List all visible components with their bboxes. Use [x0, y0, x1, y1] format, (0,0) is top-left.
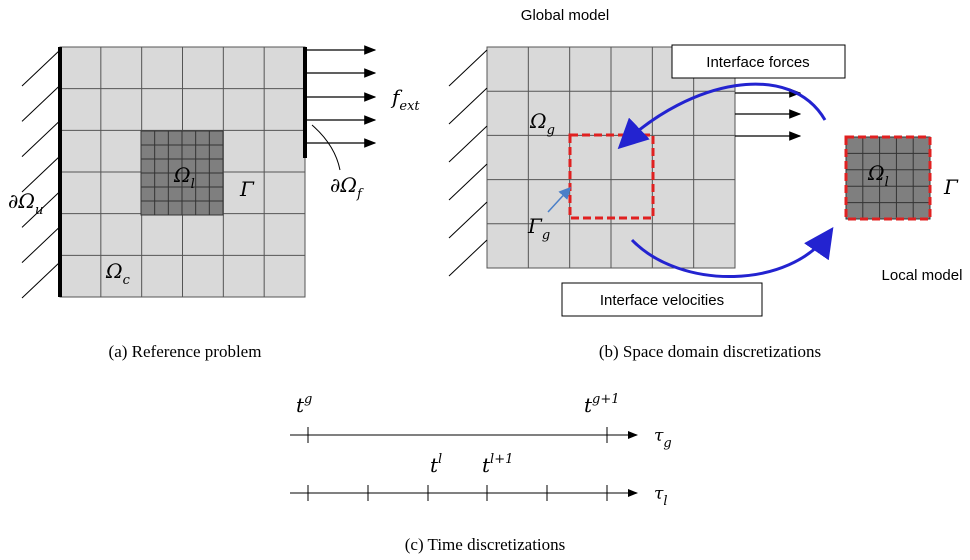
label: fext	[390, 85, 420, 114]
hatch	[448, 125, 488, 163]
caption: (b) Space domain discretizations	[599, 342, 821, 361]
label: τg	[654, 426, 672, 451]
interface-box	[844, 135, 932, 221]
hatch	[21, 261, 61, 299]
hatch	[448, 87, 488, 125]
hatch	[21, 84, 61, 122]
label: τl	[654, 484, 668, 509]
label: Ωl	[173, 163, 195, 192]
label: ∂Ωu	[8, 189, 43, 218]
force-arrows	[307, 45, 377, 148]
hatch	[21, 49, 61, 87]
hatch	[448, 49, 488, 87]
label: Local model	[882, 267, 963, 284]
transfer-arrow	[617, 82, 827, 150]
label: tl	[430, 452, 442, 477]
label: Γ	[239, 177, 255, 201]
hatch	[21, 226, 61, 264]
caption: (a) Reference problem	[109, 342, 262, 361]
label: Γg	[527, 214, 550, 243]
grids	[21, 46, 931, 299]
hatch	[448, 239, 488, 277]
time-ticks	[307, 427, 608, 501]
label: ∂Ωf	[330, 173, 364, 202]
label: tl+1	[482, 452, 513, 477]
label: Ωc	[105, 259, 131, 288]
hatch	[21, 120, 61, 158]
force-arrows	[735, 88, 802, 141]
caption: (c) Time discretizations	[405, 535, 566, 554]
label: Global model	[521, 7, 609, 24]
label: Interface forces	[706, 54, 809, 71]
label: Ωl	[867, 161, 889, 190]
velocities-box	[561, 282, 763, 317]
pointer	[547, 186, 572, 213]
hatch	[21, 155, 61, 193]
label: tg+1	[584, 392, 620, 417]
interface-box	[568, 133, 655, 220]
transfer-arrow	[630, 227, 834, 278]
label: Interface velocities	[600, 292, 724, 309]
label: Ωg	[529, 109, 555, 138]
hatch	[448, 163, 488, 201]
hatch	[21, 190, 61, 228]
forces-box	[671, 44, 846, 79]
leader	[311, 124, 341, 171]
label: Γ	[943, 175, 959, 199]
hatch	[448, 201, 488, 239]
label: tg	[296, 392, 312, 417]
